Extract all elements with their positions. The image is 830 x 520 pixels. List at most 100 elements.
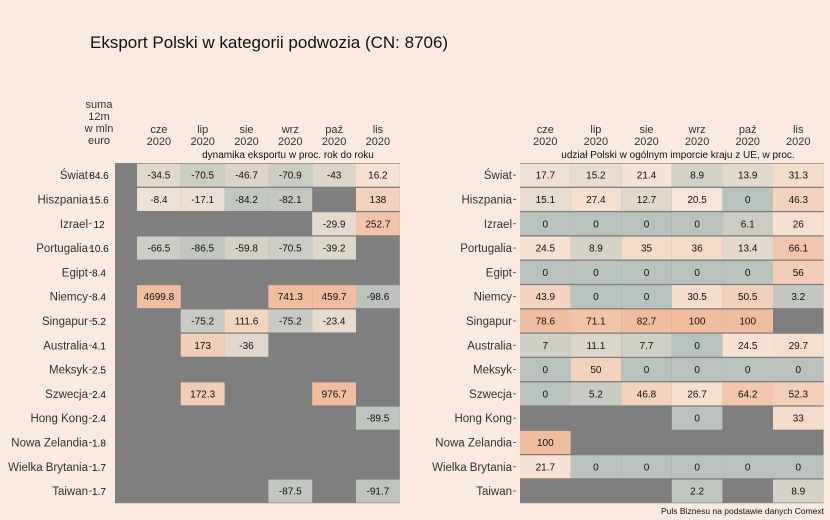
cell-value: 0: [593, 268, 599, 279]
heat-cell: [621, 309, 672, 333]
cell-value: 7.7: [640, 341, 654, 352]
cell-value: 7: [543, 341, 549, 352]
column-header-year: 2020: [735, 136, 759, 148]
row-label: Wielka Brytania: [8, 462, 88, 474]
row-label: Meksyk: [49, 365, 88, 377]
heat-cell: [137, 163, 181, 187]
heat-cell: [671, 163, 723, 187]
heat-cell: [137, 187, 181, 211]
cell-value: -75.2: [191, 316, 214, 327]
heat-cell: [224, 333, 269, 357]
cell-value: 0: [543, 389, 549, 400]
panel-subtitle: dynamika eksportu w proc. rok do roku: [202, 150, 374, 161]
heat-cell: [671, 406, 723, 430]
heat-cell: [621, 187, 672, 211]
row-label: Australia: [467, 340, 512, 352]
heat-cell: [671, 382, 723, 406]
heat-cell: [722, 309, 773, 333]
heat-cell: [268, 187, 313, 211]
heat-cell: [312, 212, 356, 236]
cell-value: 13.9: [738, 171, 758, 182]
column-header-year: 2020: [786, 136, 810, 148]
cell-value: 56: [793, 268, 805, 279]
cell-value: 26.7: [687, 389, 707, 400]
cell-value: -23.4: [323, 316, 346, 327]
cell-value: 82.7: [637, 316, 657, 327]
heat-cell: [722, 358, 773, 382]
heat-cell: [621, 163, 672, 187]
heat-cell: [773, 382, 824, 406]
column-header-year: 2020: [366, 136, 390, 148]
column-header-year: 2020: [685, 136, 709, 148]
cell-value: 21.7: [536, 462, 556, 473]
cell-value: 35: [641, 244, 653, 255]
row-label: Izrael: [60, 219, 88, 231]
sum-value: 8.4: [92, 268, 106, 279]
cell-value: 8.9: [589, 244, 603, 255]
heat-cell: [180, 163, 225, 187]
sum-value: 12: [93, 220, 105, 231]
heat-cell: [312, 236, 356, 260]
row-label: Singapur: [42, 316, 88, 328]
chart-title: Eksport Polski w kategorii podwozia (CN:…: [90, 33, 449, 52]
heat-cell: [268, 479, 313, 503]
column-header-year: 2020: [234, 136, 258, 148]
row-label: Egipt: [62, 267, 89, 279]
heat-cell: [570, 236, 622, 260]
row-label: Hiszpania: [38, 194, 89, 206]
row-label: Niemcy: [474, 292, 513, 304]
cell-value: 111.6: [235, 316, 259, 327]
heat-cell: [722, 285, 773, 309]
cell-value: 0: [745, 365, 751, 376]
cell-value: 30.5: [687, 292, 707, 303]
cell-value: 8.9: [791, 487, 805, 498]
row-label: Nowa Zelandia: [11, 437, 88, 449]
cell-value: 43.9: [536, 292, 556, 303]
cell-value: -36: [239, 341, 254, 352]
row-label: Świat: [60, 169, 89, 182]
cell-value: 0: [694, 414, 700, 425]
cell-value: 0: [745, 195, 751, 206]
cell-value: 0: [593, 462, 599, 473]
cell-value: 12.7: [637, 195, 657, 206]
sum-value: 2.5: [92, 366, 106, 377]
cell-value: 138: [370, 195, 387, 206]
row-label: Izrael: [484, 219, 512, 231]
row-label: Szwecja: [469, 389, 512, 401]
heat-cell: [312, 285, 356, 309]
cell-value: 741.3: [278, 292, 303, 303]
panel-subtitle: udział Polski w ogólnym imporcie kraju z…: [561, 150, 794, 161]
column-header-month: lis: [793, 124, 804, 136]
column-header-month: paź: [739, 124, 757, 136]
heat-cell: [356, 285, 400, 309]
cell-value: -46.7: [235, 171, 258, 182]
cell-value: 976.7: [322, 389, 347, 400]
heat-cell: [520, 212, 571, 236]
row-label: Portugalia: [36, 243, 88, 255]
heat-cell: [268, 309, 313, 333]
column-header-month: wrz: [281, 124, 299, 136]
heat-cell: [520, 430, 571, 454]
heat-cell: [356, 212, 400, 236]
row-label: Hong Kong: [454, 413, 512, 425]
cell-value: -86.5: [191, 244, 214, 255]
heat-cell: [520, 309, 571, 333]
column-header-month: sie: [639, 124, 653, 136]
cell-value: 173: [194, 341, 211, 352]
cell-value: 50.5: [738, 292, 758, 303]
cell-value: 20.5: [687, 195, 707, 206]
heat-cell: [773, 260, 824, 284]
cell-value: -70.5: [191, 171, 214, 182]
cell-value: -70.5: [279, 244, 302, 255]
cell-value: 29.7: [789, 341, 809, 352]
row-label: Taiwan: [52, 486, 88, 498]
heat-cell: [137, 236, 181, 260]
heat-cell: [722, 236, 773, 260]
heat-cell: [224, 309, 269, 333]
heat-cell: [621, 455, 672, 479]
cell-value: 459.7: [322, 292, 347, 303]
heat-cell: [268, 163, 313, 187]
cell-value: 0: [644, 219, 650, 230]
cell-value: -39.2: [323, 244, 346, 255]
cell-value: 8.9: [690, 171, 704, 182]
